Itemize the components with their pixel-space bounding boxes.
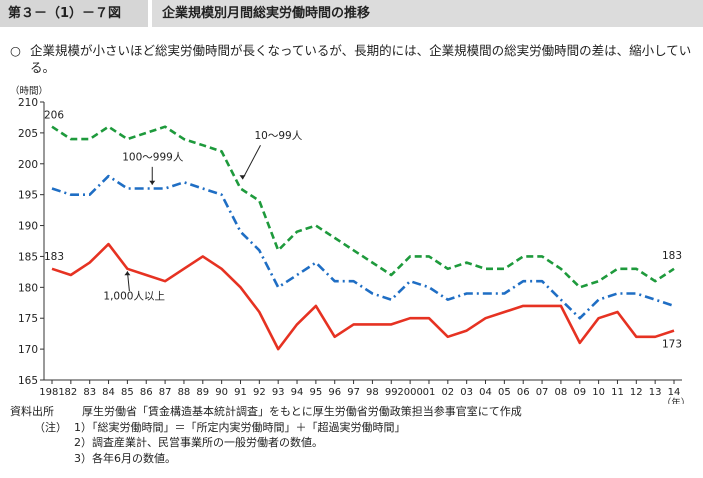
line-chart: 165 170 175 180 185 190 195 200 205 210（時間） 1981 82… [10, 85, 690, 404]
x-tick-label: 07 [536, 387, 549, 398]
series-leader-arrow [124, 271, 131, 276]
x-tick-label: 92 [253, 387, 266, 398]
x-tick-label: 10 [592, 387, 605, 398]
x-tick-label: 82 [64, 387, 77, 398]
data-label: 206 [44, 110, 64, 122]
x-tick-label: 04 [479, 387, 492, 398]
y-tick-label: 205 [18, 128, 38, 140]
source-text: 厚生労働省「賃金構造基本統計調査」をもとに厚生労働省労働政策担当参事官室にて作成 [82, 405, 522, 418]
x-tick-label: 87 [159, 387, 172, 398]
x-tick-label: 06 [517, 387, 530, 398]
x-tick-label: 05 [498, 387, 511, 398]
x-tick-label: 01 [423, 387, 436, 398]
x-tick-label: 03 [460, 387, 473, 398]
data-label: 173 [662, 339, 682, 351]
notes-label: （注） [34, 420, 67, 434]
x-tick-label: 91 [234, 387, 247, 398]
source-label: 資料出所 [10, 405, 54, 418]
series-leader-arrow [149, 180, 156, 185]
x-tick-label: 2000 [397, 387, 422, 398]
series-line-0 [51, 125, 675, 289]
x-tick-label: 90 [215, 387, 228, 398]
x-tick-label: 86 [140, 387, 153, 398]
x-tick-label: 95 [310, 387, 323, 398]
y-tick-label: 180 [18, 282, 38, 294]
x-tick-label: 97 [347, 387, 360, 398]
x-tick-label: 83 [83, 387, 96, 398]
data-label: 183 [662, 250, 682, 262]
x-tick-label: 89 [196, 387, 209, 398]
x-tick-label: 96 [328, 387, 341, 398]
summary-body: 企業規模が小さいほど総実労働時間が長くなっているが、長期的には、企業規模間の総実… [30, 43, 692, 75]
series-leader-line [242, 145, 261, 180]
y-tick-label: 185 [18, 251, 38, 263]
summary-bullet: ○ [10, 43, 21, 58]
x-tick-label: 88 [178, 387, 191, 398]
summary-text: ○ 企業規模が小さいほど総実労働時間が長くなっているが、長期的には、企業規模間の… [10, 42, 695, 76]
x-tick-label: 1981 [39, 387, 64, 398]
y-tick-label: 200 [18, 159, 38, 171]
chart-labels: 10～99人 100～999人 1,000人以上 206 183 183 173 [44, 110, 682, 351]
x-tick-label: 99 [385, 387, 398, 398]
y-tick-label: 210 [18, 97, 38, 109]
x-tick-label: 02 [441, 387, 454, 398]
x-tick-label: 84 [102, 387, 115, 398]
series-leader-arrow [239, 175, 246, 180]
data-label: 183 [44, 251, 64, 263]
y-tick-label: 175 [18, 313, 38, 325]
y-tick-label: 170 [18, 344, 38, 356]
x-tick-label: 08 [555, 387, 568, 398]
series-name-label: 10～99人 [254, 130, 302, 142]
series-name-label: 1,000人以上 [103, 291, 165, 303]
note-item-3: 3）各年6月の数値。 [74, 451, 176, 465]
y-tick-label: 190 [18, 221, 38, 233]
x-tick-label: 13 [649, 387, 662, 398]
series-name-label: 100～999人 [122, 152, 184, 164]
figure-header: 第３－（1）－７図 企業規模別月間総実労働時間の推移 [0, 0, 703, 27]
series-line-2 [51, 242, 675, 351]
chart-notes: 資料出所 厚生労働省「賃金構造基本統計調査」をもとに厚生労働省労働政策担当参事官室… [10, 404, 522, 466]
x-tick-label: 14 [668, 387, 681, 398]
figure-title: 企業規模別月間総実労働時間の推移 [152, 0, 703, 27]
x-axis-label: （年） [662, 397, 691, 404]
chart-axes: 165 170 175 180 185 190 195 200 205 210（時間） 1981 82… [10, 85, 690, 404]
chart-series [51, 125, 675, 351]
note-item-1: 1）「総実労働時間」＝「所定内実労働時間」＋「超過実労働時間」 [74, 420, 406, 434]
x-tick-label: 98 [366, 387, 379, 398]
note-item-2: 2）調査産業計、民営事業所の一般労働者の数値。 [74, 436, 323, 449]
x-tick-label: 12 [630, 387, 643, 398]
x-tick-label: 09 [573, 387, 586, 398]
series-line-1 [51, 174, 675, 320]
x-tick-label: 85 [121, 387, 134, 398]
x-tick-label: 94 [291, 387, 304, 398]
x-tick-label: 93 [272, 387, 285, 398]
y-axis-label: （時間） [10, 85, 48, 97]
figure-number: 第３－（1）－７図 [0, 0, 148, 27]
y-tick-label: 165 [18, 375, 38, 387]
x-tick-label: 11 [611, 387, 624, 398]
y-tick-label: 195 [18, 190, 38, 202]
